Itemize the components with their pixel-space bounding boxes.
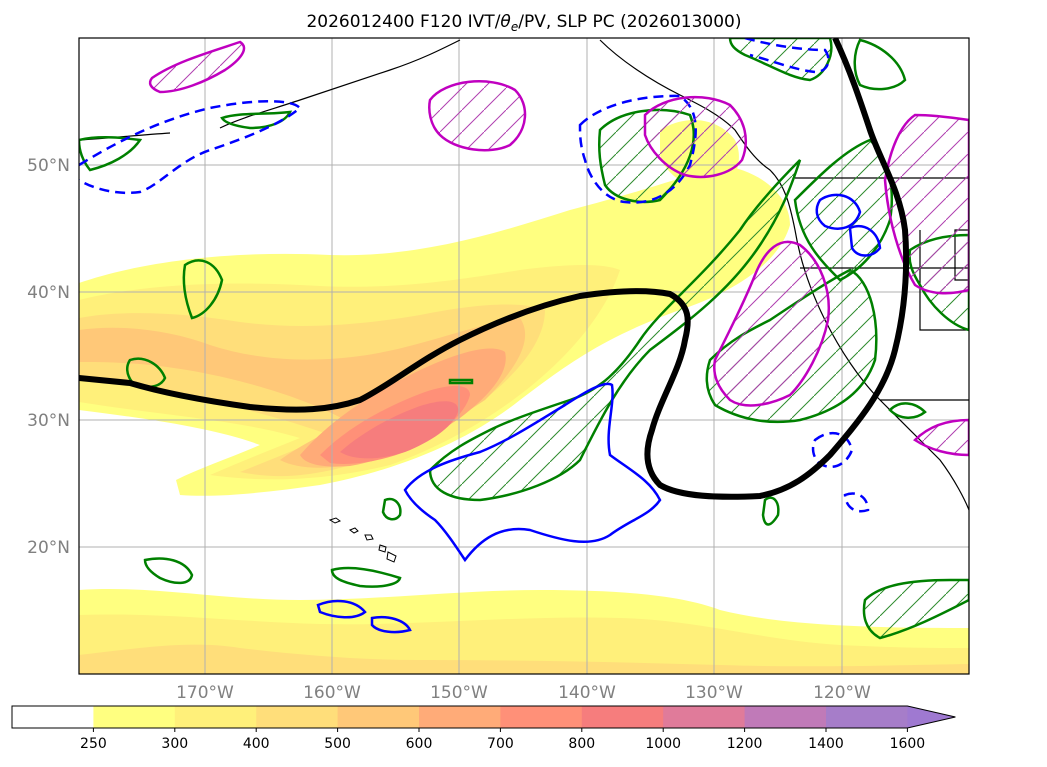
theta-e-contour-w8 [761, 496, 780, 526]
lon-label-140w: 140°W [558, 683, 616, 703]
theta-e-contour-w5 [79, 136, 143, 172]
colorbar-segment [12, 706, 94, 728]
figure-title: 2026012400 F120 IVT/θe/PV, SLP PC (20260… [306, 12, 741, 34]
colorbar-extend-triangle [907, 706, 956, 728]
colorbar-tick-label: 600 [406, 736, 433, 752]
lat-label-50n: 50°N [27, 156, 70, 176]
colorbar-segment [256, 706, 339, 728]
theta-e-contour-w10 [888, 402, 927, 419]
colorbar-segment [500, 706, 583, 728]
colorbar-tick-label: 800 [568, 736, 595, 752]
lon-label-160w: 160°W [303, 683, 361, 703]
pv-contours [148, 40, 969, 457]
lon-label-150w: 150°W [430, 683, 488, 703]
pv-contour-northwest [148, 40, 246, 94]
pv-contour-gulf-alaska [643, 95, 747, 179]
colorbar-segment [744, 706, 827, 728]
colorbar-segment [663, 706, 746, 728]
ivt-800-region [340, 401, 459, 459]
ivt-south-band-400 [79, 644, 969, 674]
theta-e-contour-w4 [330, 566, 402, 588]
colorbar-tick-label: 1200 [727, 736, 763, 752]
longitude-labels: 170°W 160°W 150°W 140°W 130°W 120°W [176, 683, 871, 703]
colorbar-outline [11, 705, 956, 729]
colorbar-segment [581, 706, 664, 728]
colorbar-tick-label: 1000 [645, 736, 681, 752]
lat-label-20n: 20°N [27, 538, 70, 558]
map-frame [78, 37, 970, 675]
colorbar-tick-label: 1400 [808, 736, 844, 752]
theta-e-contour-central [428, 159, 802, 502]
lon-label-170w: 170°W [176, 683, 234, 703]
lat-label-40n: 40°N [27, 283, 70, 303]
theta-e-contour-southeast [862, 578, 969, 640]
pv-contour-mexico [913, 418, 969, 457]
theta-e-negative-contours [316, 193, 882, 634]
colorbar-tick-label: 1600 [890, 736, 926, 752]
hawaii-islands [328, 517, 397, 563]
pv-contour-west-coast [713, 240, 830, 407]
colorbar-tick-label: 700 [487, 736, 514, 752]
theta-e-contour-w3 [143, 557, 194, 585]
theta-e-contour-w1 [182, 259, 224, 320]
colorbar-segment [337, 706, 420, 728]
colorbar-tick-label: 250 [80, 736, 107, 752]
theta-e-contour-w9 [448, 378, 474, 385]
lat-label-30n: 30°N [27, 411, 70, 431]
colorbar-segment [93, 706, 176, 728]
lon-label-120w: 120°W [813, 683, 871, 703]
colorbar-segment [419, 706, 501, 728]
colorbar-segment [174, 706, 257, 728]
colorbar: 250 300 400 500 600 700 800 1000 1200 1400 1600 [11, 705, 956, 752]
map-layers [79, 38, 969, 674]
theta-e-contour-topright [853, 38, 907, 91]
colorbar-tick-label: 400 [243, 736, 270, 752]
lon-label-130w: 130°W [685, 683, 743, 703]
colorbar-tick-label: 500 [324, 736, 351, 752]
colorbar-segment [826, 706, 908, 728]
pv-contour-north-pacific [428, 80, 527, 152]
slp-contour [79, 38, 910, 500]
theta-e-dashed-contours [79, 38, 870, 513]
theta-e-positive-contours [79, 38, 969, 640]
latitude-labels: 50°N 40°N 30°N 20°N [27, 156, 70, 558]
colorbar-tick-label: 300 [161, 736, 188, 752]
theta-e-contour-w7 [381, 497, 402, 521]
